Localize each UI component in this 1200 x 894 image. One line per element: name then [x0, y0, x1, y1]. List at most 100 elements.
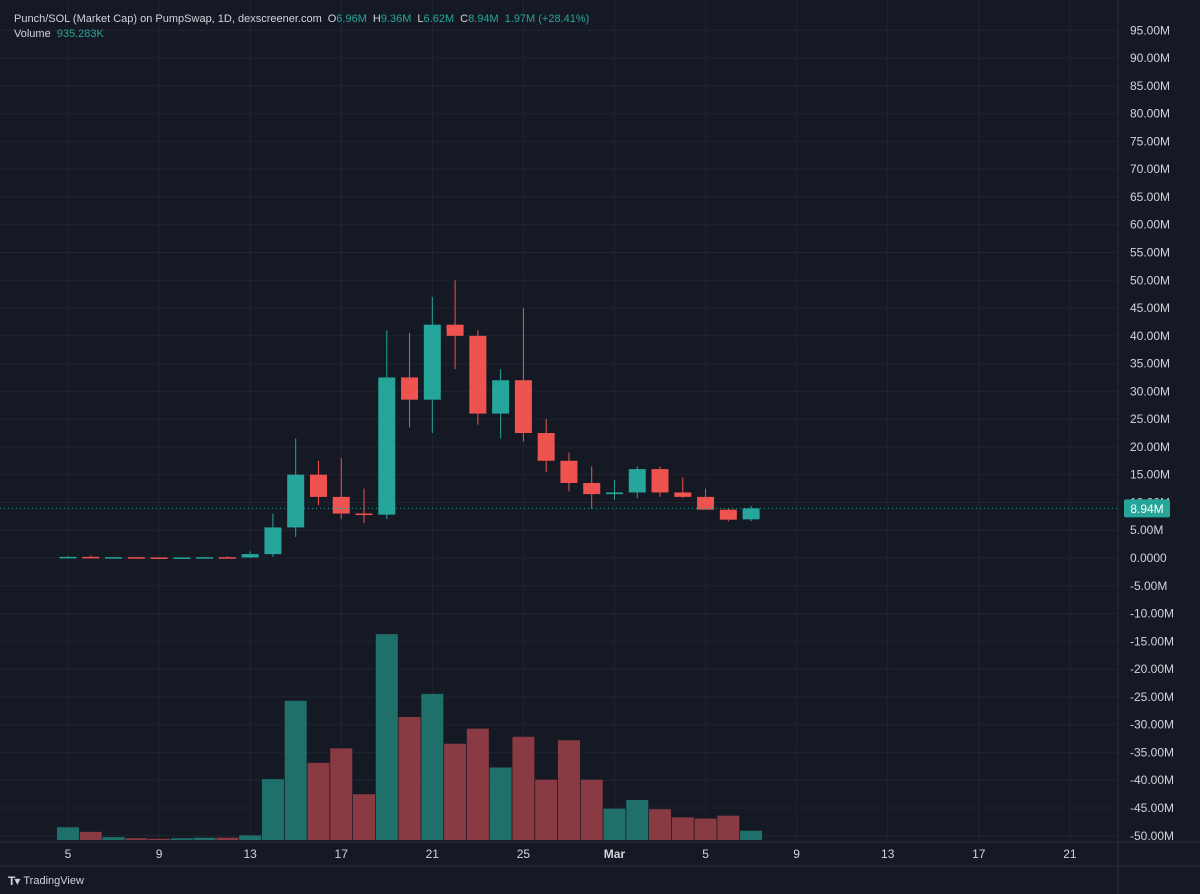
- candle-body: [469, 335, 487, 414]
- volume-bar: [261, 779, 284, 840]
- price-tick-label: -50.00M: [1130, 829, 1174, 843]
- candle-body: [651, 469, 669, 493]
- volume-bar: [603, 808, 626, 840]
- candle-body: [105, 557, 123, 559]
- volume-bar: [649, 809, 672, 840]
- price-tick-label: 90.00M: [1130, 51, 1170, 65]
- time-tick-label: 13: [881, 847, 895, 861]
- candle-body: [719, 509, 737, 520]
- candle-body: [514, 380, 532, 434]
- price-tick-label: 0.0000: [1130, 551, 1167, 565]
- candle-body: [423, 324, 441, 400]
- candle-body: [173, 557, 191, 559]
- price-tick-label: 45.00M: [1130, 301, 1170, 315]
- volume-bar: [489, 767, 512, 840]
- candle-body: [309, 474, 327, 497]
- price-tick-label: 30.00M: [1130, 384, 1170, 398]
- time-tick-label: Mar: [604, 847, 626, 861]
- price-tick-label: -45.00M: [1130, 801, 1174, 815]
- price-tick-label: 5.00M: [1130, 523, 1163, 537]
- price-tick-label: 25.00M: [1130, 412, 1170, 426]
- price-tick-label: -40.00M: [1130, 773, 1174, 787]
- volume-bar: [57, 827, 79, 840]
- symbol-legend: Punch/SOL (Market Cap) on PumpSwap, 1D, …: [14, 13, 589, 25]
- candle-body: [196, 557, 214, 559]
- close-label: C: [460, 13, 469, 25]
- time-tick-label: 25: [517, 847, 531, 861]
- time-tick-label: 5: [702, 847, 709, 861]
- price-tick-label: 35.00M: [1130, 357, 1170, 371]
- candle-body: [332, 496, 350, 514]
- candle-body: [446, 324, 464, 336]
- candle-body: [150, 557, 168, 559]
- close-value: 8.94M: [468, 13, 499, 25]
- volume-bar: [330, 748, 353, 840]
- candle-body: [59, 556, 77, 559]
- price-tick-label: -5.00M: [1130, 579, 1167, 593]
- price-tick-label: 55.00M: [1130, 245, 1170, 259]
- time-tick-label: 17: [972, 847, 986, 861]
- volume-label: Volume: [14, 28, 51, 40]
- candle-body: [264, 527, 282, 555]
- volume-bar: [125, 838, 148, 840]
- volume-bar: [717, 815, 740, 840]
- tradingview-icon: T▾: [8, 874, 20, 888]
- time-tick-label: 9: [156, 847, 163, 861]
- volume-bar: [694, 818, 717, 840]
- volume-bar: [421, 693, 444, 840]
- candle-body: [583, 483, 601, 495]
- price-tick-label: -25.00M: [1130, 690, 1174, 704]
- candle-body: [401, 377, 419, 400]
- low-value: 6.62M: [423, 13, 455, 25]
- candle-body: [355, 513, 373, 516]
- volume-bar: [444, 743, 467, 840]
- volume-bar: [307, 762, 330, 840]
- volume-bar: [193, 837, 216, 840]
- time-tick-label: 9: [793, 847, 800, 861]
- volume-bar: [284, 700, 307, 840]
- current-price-tag-label: 8.94M: [1130, 502, 1163, 516]
- price-tick-label: 80.00M: [1130, 107, 1170, 121]
- volume-bar: [353, 794, 376, 840]
- tradingview-logo[interactable]: T▾ TradingView: [8, 874, 84, 888]
- high-label: H: [372, 13, 381, 25]
- candle-body: [287, 474, 305, 528]
- symbol-title: Punch/SOL (Market Cap) on PumpSwap, 1D, …: [14, 13, 322, 25]
- volume-value: 935.283K: [56, 28, 104, 40]
- volume-bar: [239, 835, 262, 840]
- volume-legend: Volume 935.283K: [14, 28, 104, 40]
- price-tick-label: 70.00M: [1130, 162, 1170, 176]
- price-tick-label: -10.00M: [1130, 607, 1174, 621]
- time-tick-label: 13: [243, 847, 257, 861]
- price-tick-label: 20.00M: [1130, 440, 1170, 454]
- volume-bar: [375, 634, 398, 840]
- time-tick-label: 5: [65, 847, 72, 861]
- price-tick-label: -30.00M: [1130, 718, 1174, 732]
- price-tick-label: -15.00M: [1130, 634, 1174, 648]
- time-tick-label: 17: [335, 847, 349, 861]
- candle-body: [742, 508, 760, 520]
- candle-body: [537, 433, 555, 461]
- volume-bar: [740, 830, 763, 840]
- brand-label: TradingView: [23, 875, 84, 887]
- high-value: 9.36M: [380, 13, 412, 25]
- candle-body: [127, 557, 145, 559]
- change-value: 1.97M (+28.41%): [504, 13, 590, 25]
- price-tick-label: -20.00M: [1130, 662, 1174, 676]
- price-tick-label: 40.00M: [1130, 329, 1170, 343]
- volume-bar: [557, 740, 580, 840]
- time-tick-label: 21: [1063, 847, 1077, 861]
- price-tick-label: 60.00M: [1130, 218, 1170, 232]
- candle-body: [605, 492, 623, 495]
- candle-body: [492, 380, 510, 414]
- candle-body: [697, 496, 715, 510]
- low-label: L: [417, 13, 424, 25]
- price-tick-label: 50.00M: [1130, 273, 1170, 287]
- candle-body: [82, 556, 100, 559]
- price-tick-label: -35.00M: [1130, 745, 1174, 759]
- volume-bar: [102, 837, 125, 840]
- volume-bar: [170, 838, 193, 840]
- candle-body: [628, 469, 646, 493]
